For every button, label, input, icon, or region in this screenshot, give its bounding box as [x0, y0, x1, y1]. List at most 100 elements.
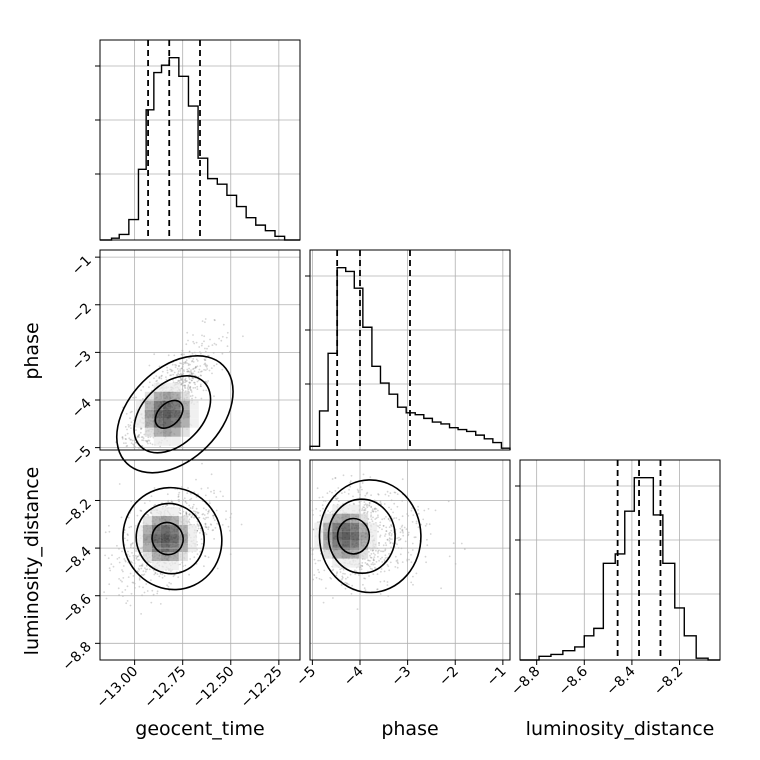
panel-frame-geocent_time — [99, 39, 301, 241]
scatter-point — [204, 523, 207, 525]
scatter-point — [360, 564, 362, 567]
y-tick-label-phase-2: −3 — [69, 348, 95, 374]
scatter-point — [327, 510, 329, 512]
scatter-point — [335, 498, 338, 501]
x-tick-label-geocent_time-0: −13.00 — [93, 664, 141, 712]
scatter-point — [124, 434, 127, 437]
scatter-point — [207, 516, 209, 519]
scatter-point — [131, 552, 133, 554]
scatter-point — [215, 509, 218, 512]
scatter-point — [109, 569, 112, 572]
density-cell — [144, 400, 154, 410]
contour-phase-luminosity_distance-1 — [327, 498, 396, 574]
panel-frame-geocent_time-luminosity_distance — [99, 459, 301, 661]
scatter-point — [199, 383, 202, 386]
scatter-point — [129, 411, 132, 414]
scatter-point — [389, 519, 391, 522]
scatter-point — [372, 516, 374, 519]
scatter-point — [187, 370, 190, 373]
scatter-point — [138, 568, 141, 571]
scatter-point — [171, 501, 174, 504]
scatter-point — [140, 564, 143, 567]
scatter-point — [126, 585, 129, 588]
scatter-point — [373, 507, 376, 510]
scatter-point — [186, 362, 188, 365]
scatter-point — [179, 512, 182, 515]
scatter-point — [374, 507, 377, 510]
scatter-point — [186, 380, 188, 382]
x-tick-label-luminosity_distance-2: −8.4 — [603, 663, 638, 698]
scatter-point — [146, 513, 149, 516]
scatter-point — [171, 363, 174, 366]
scatter-point — [373, 556, 376, 558]
scatter-point — [401, 478, 404, 481]
scatter-point — [373, 559, 375, 562]
scatter-point — [139, 431, 142, 434]
scatter-point — [205, 509, 208, 511]
scatter-point — [187, 370, 189, 373]
scatter-point — [204, 364, 207, 367]
scatter-point — [340, 567, 343, 570]
scatter-point — [205, 366, 208, 368]
scatter-point — [180, 379, 182, 381]
density-cell — [368, 531, 378, 541]
scatter-point — [385, 530, 388, 533]
y-tick-label-phase-0: −5 — [69, 443, 95, 469]
scatter-point — [379, 593, 382, 595]
scatter-point — [384, 554, 387, 557]
scatter-point — [331, 491, 333, 494]
scatter-point — [199, 352, 202, 355]
scatter-point — [151, 443, 154, 446]
density-cell — [341, 549, 351, 559]
scatter-point — [193, 510, 195, 513]
density-cell — [142, 516, 152, 526]
scatter-point — [165, 376, 167, 378]
scatter-point — [377, 493, 380, 496]
scatter-point — [156, 379, 159, 382]
scatter-point — [161, 573, 164, 576]
scatter-point — [138, 436, 140, 438]
scatter-point — [127, 550, 129, 553]
scatter-point — [205, 389, 208, 392]
scatter-point — [167, 354, 170, 357]
scatter-point — [180, 367, 183, 370]
scatter-point — [125, 438, 127, 441]
scatter-point — [192, 340, 195, 343]
scatter-point — [388, 569, 391, 572]
scatter-point — [410, 581, 413, 584]
scatter-point — [138, 565, 141, 567]
histogram-geocent_time — [100, 57, 300, 241]
scatter-point — [203, 340, 205, 343]
density-cell — [160, 516, 170, 526]
scatter-point — [184, 362, 187, 365]
scatter-point — [136, 436, 139, 439]
scatter-point — [146, 590, 149, 592]
scatter-point — [179, 372, 182, 375]
scatter-point — [350, 474, 353, 477]
scatter-point — [123, 537, 126, 540]
scatter-point — [423, 509, 426, 512]
scatter-point — [340, 584, 343, 586]
density-cell — [160, 507, 170, 517]
scatter-point — [184, 501, 187, 503]
scatter-point — [378, 559, 380, 562]
scatter-point — [176, 374, 179, 377]
scatter-point — [198, 516, 201, 519]
scatter-point — [123, 442, 125, 445]
scatter-point — [146, 439, 148, 442]
scatter-point — [463, 548, 466, 551]
scatter-point — [213, 342, 216, 345]
scatter-point — [145, 583, 148, 585]
scatter-point — [411, 549, 414, 551]
scatter-point — [361, 562, 364, 564]
scatter-point — [139, 428, 142, 430]
scatter-point — [355, 570, 358, 573]
scatter-point — [320, 578, 323, 581]
scatter-point — [200, 374, 203, 377]
density-cell — [171, 382, 181, 392]
scatter-point — [197, 511, 200, 514]
scatter-point — [126, 428, 128, 431]
scatter-point — [378, 544, 380, 546]
density-cell — [151, 552, 161, 562]
